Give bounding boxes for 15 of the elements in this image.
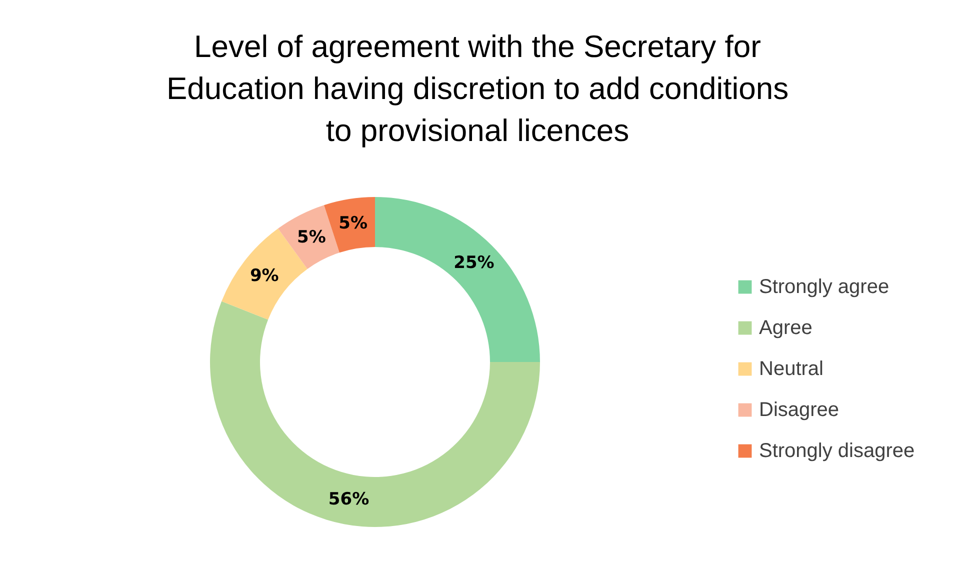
data-label: 5% xyxy=(297,227,326,248)
donut-slice xyxy=(324,197,375,253)
legend-label: Strongly agree xyxy=(759,276,890,298)
legend-label: Disagree xyxy=(759,399,840,421)
data-label: 25% xyxy=(454,253,494,274)
data-label: 9% xyxy=(250,266,279,286)
donut-slice xyxy=(278,205,340,269)
donut-slice xyxy=(375,197,540,362)
legend-label: Neutral xyxy=(759,358,824,380)
donut-slice xyxy=(210,301,540,527)
legend-label: Strongly disagree xyxy=(759,440,915,462)
data-label: 5% xyxy=(338,214,368,234)
legend-label: Agree xyxy=(759,317,812,339)
chart-title: Level of agreement with the Secretary for Education having discretion to add conditions to provisional licences xyxy=(166,29,789,148)
data-label: 56% xyxy=(328,490,370,510)
